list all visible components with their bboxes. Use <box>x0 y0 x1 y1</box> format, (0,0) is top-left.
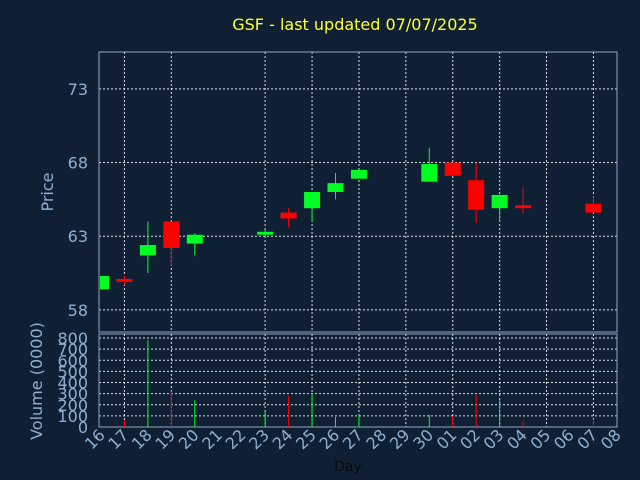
candlesticks <box>100 147 602 290</box>
candle-body <box>186 234 203 244</box>
candle-body <box>444 162 461 176</box>
volume-tick-label: 800 <box>57 329 88 348</box>
candle-body <box>515 205 532 209</box>
day-axis-label: Day <box>334 459 362 475</box>
volume-axis-label: Volume (0000) <box>27 322 46 440</box>
price-tick-label: 68 <box>68 154 88 173</box>
candle-body <box>139 245 156 256</box>
volume-tick-label: 200 <box>57 396 88 415</box>
volume-tick-label: 400 <box>57 374 88 393</box>
volume-tick-label: 500 <box>57 362 88 381</box>
volume-tick-label: 600 <box>57 351 88 370</box>
candle-body <box>421 164 438 182</box>
price-tick-label: 73 <box>68 80 88 99</box>
price-axis-label: Price <box>38 172 57 211</box>
volume-panel-frame <box>98 333 618 428</box>
volume-tick-label: 0 <box>78 418 88 437</box>
candle-body <box>468 180 485 210</box>
price-tick-label: 63 <box>68 227 88 246</box>
candle-body <box>116 278 133 282</box>
candle-body <box>585 203 602 213</box>
candle-body <box>257 231 274 235</box>
price-axis: 58 63 68 73 <box>68 80 88 320</box>
day-axis: 1617181920212223242526272829300102030405… <box>81 425 625 453</box>
candle-body <box>280 212 297 219</box>
candle-body <box>304 192 321 209</box>
volume-tick-label: 100 <box>57 407 88 426</box>
volume-tick-label: 700 <box>57 340 88 359</box>
price-panel-frame <box>98 51 618 333</box>
price-tick-label: 58 <box>68 301 88 320</box>
candle-body <box>327 183 344 192</box>
candle-body <box>100 276 109 290</box>
volume-tick-label: 300 <box>57 385 88 404</box>
volume-bars <box>123 340 594 427</box>
chart-title: GSF - last updated 07/07/2025 <box>232 15 477 34</box>
candle-body <box>163 221 180 248</box>
candle-body <box>350 169 367 179</box>
candle-body <box>491 194 508 209</box>
